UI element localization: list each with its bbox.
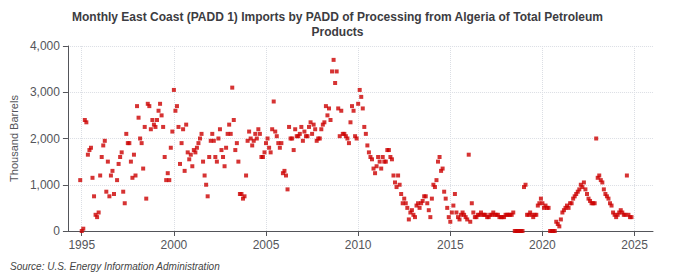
svg-text:2000: 2000 [161,238,188,252]
svg-text:2005: 2005 [253,238,280,252]
svg-text:2010: 2010 [345,238,372,252]
svg-text:Thousand Barrels: Thousand Barrels [8,95,20,182]
svg-text:2015: 2015 [437,238,464,252]
svg-text:2025: 2025 [621,238,648,252]
svg-text:Monthly East Coast (PADD 1) Im: Monthly East Coast (PADD 1) Imports by P… [72,10,603,24]
svg-text:1,000: 1,000 [30,178,60,192]
svg-text:2,000: 2,000 [30,132,60,146]
svg-text:3,000: 3,000 [30,85,60,99]
svg-text:0: 0 [53,224,60,238]
svg-text:2020: 2020 [529,238,556,252]
svg-text:Source: U.S. Energy Informatio: Source: U.S. Energy Information Administ… [10,261,220,272]
svg-text:1995: 1995 [68,238,95,252]
svg-text:4,000: 4,000 [30,39,60,53]
svg-text:Products: Products [311,25,363,39]
